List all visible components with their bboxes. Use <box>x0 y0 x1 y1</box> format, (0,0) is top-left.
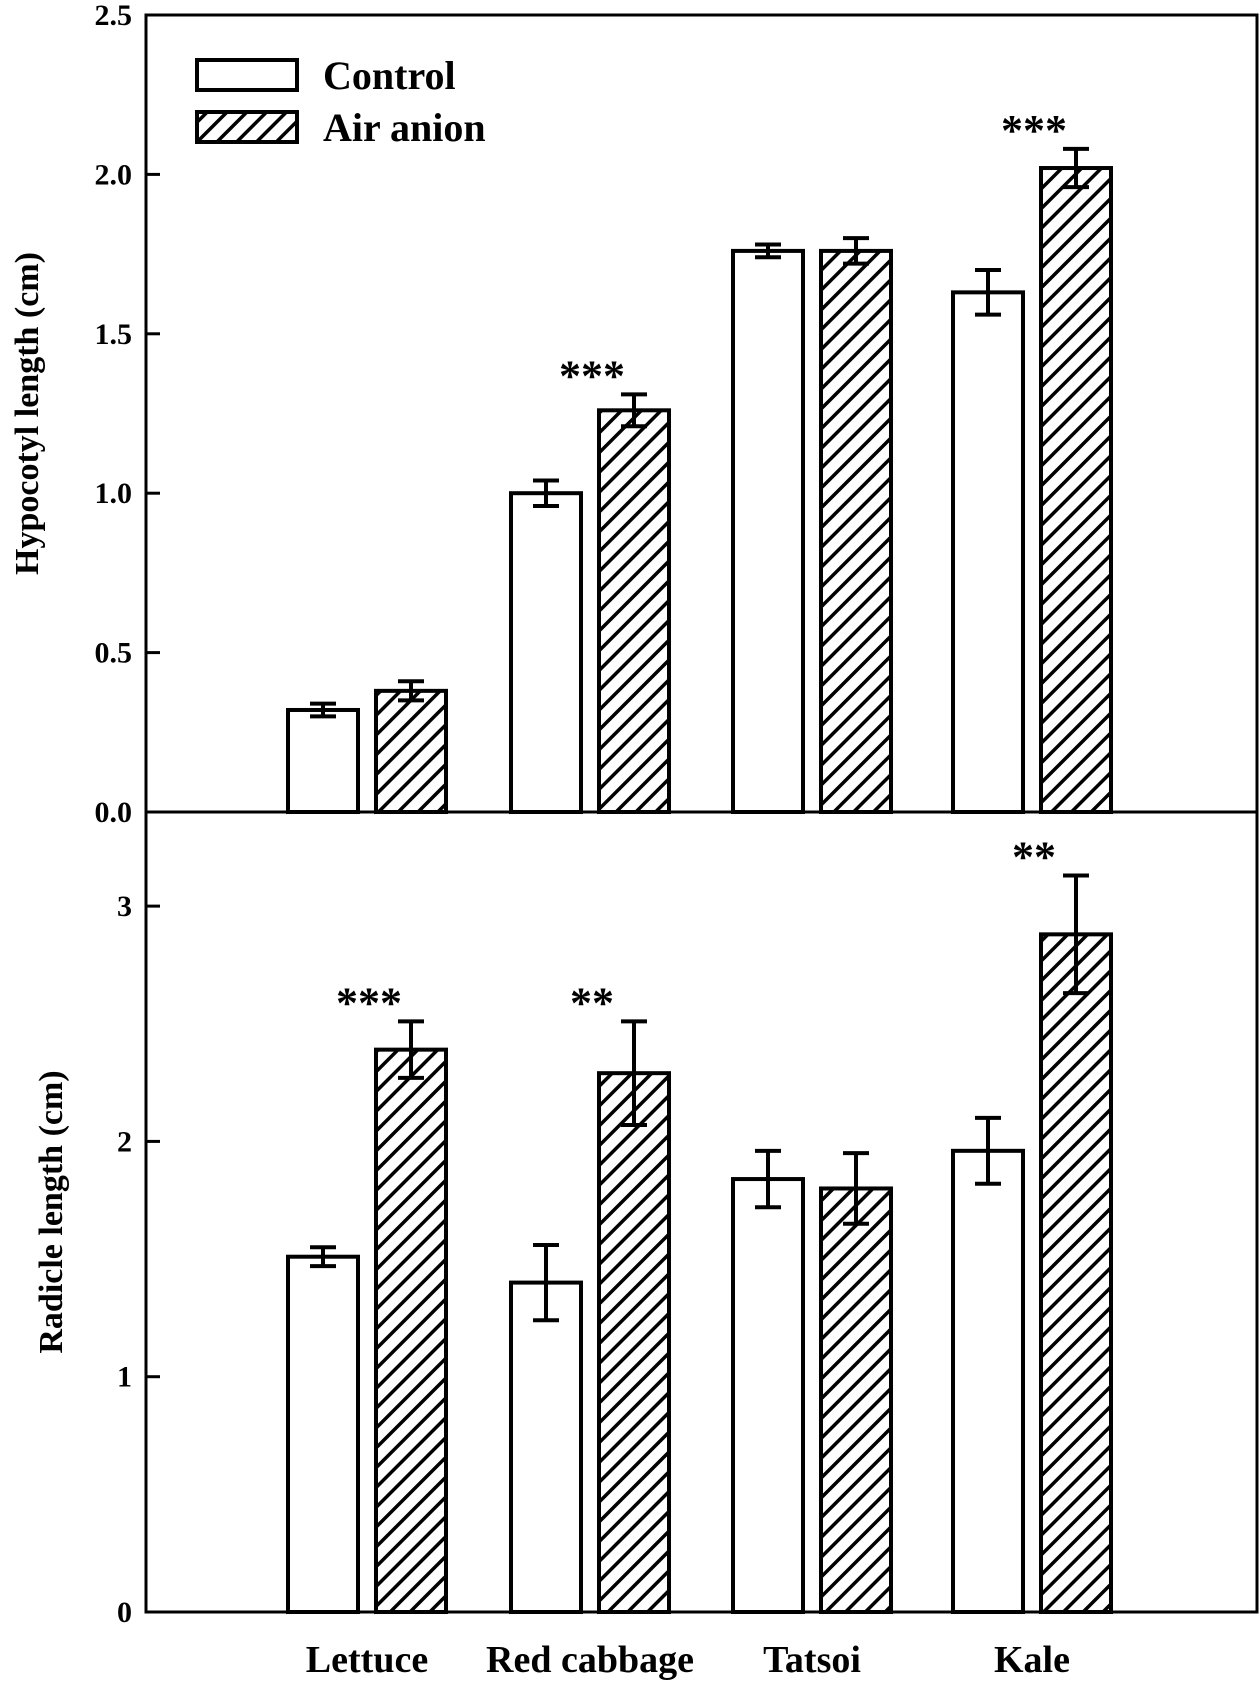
y-axis-title: Radicle length (cm) <box>33 1070 70 1353</box>
legend-label-control: Control <box>323 53 456 98</box>
control-bar-tatsoi <box>731 248 805 815</box>
panel-frame-2 <box>144 810 1259 1614</box>
control-bar-kale <box>951 290 1025 814</box>
legend-swatch-control <box>195 58 299 92</box>
control-bar-kale <box>951 1148 1025 1614</box>
y-tick-label: 1.5 <box>95 318 133 351</box>
air-anion-bar-tatsoi <box>819 248 893 815</box>
y-tick-label: 0.0 <box>95 796 133 829</box>
significance-marker: *** <box>1001 106 1067 155</box>
air-anion-bar-lettuce <box>374 688 448 815</box>
y-tick-label: 1.0 <box>95 477 133 510</box>
air-anion-bar-lettuce <box>374 1047 448 1615</box>
y-tick-label: 3 <box>117 890 132 923</box>
legend-swatch-air-anion <box>195 110 299 144</box>
air-anion-bar-red-cabbage <box>597 1071 671 1615</box>
control-bar-red-cabbage <box>509 1280 583 1615</box>
x-category-label: Lettuce <box>306 1639 428 1681</box>
control-bar-lettuce <box>286 707 360 815</box>
y-tick-label: 0 <box>117 1596 132 1629</box>
y-tick-label: 0.5 <box>95 637 133 670</box>
significance-marker: *** <box>559 351 625 400</box>
significance-marker: ** <box>570 978 614 1027</box>
x-category-label: Tatsoi <box>763 1639 861 1681</box>
y-tick-label: 2.0 <box>95 158 133 191</box>
legend-label-air-anion: Air anion <box>323 105 486 150</box>
y-tick-label: 2 <box>117 1125 132 1158</box>
plot-area: 0.0 0.5 1.0 1.5 2.0 2.5 Hypocotyl length (cm) *… <box>9 0 1259 1681</box>
x-category-label: Red cabbage <box>486 1639 694 1681</box>
air-anion-bar-tatsoi <box>819 1186 893 1614</box>
control-bar-tatsoi <box>731 1177 805 1614</box>
significance-marker: *** <box>336 978 402 1027</box>
air-anion-bar-kale <box>1039 932 1113 1614</box>
y-axis-title: Hypocotyl length (cm) <box>9 252 46 575</box>
air-anion-bar-kale <box>1039 166 1113 815</box>
significance-marker: ** <box>1012 833 1056 882</box>
control-bar-lettuce <box>286 1254 360 1615</box>
y-tick-label: 1 <box>117 1361 132 1394</box>
x-category-label: Kale <box>994 1639 1070 1681</box>
control-bar-red-cabbage <box>509 491 583 814</box>
air-anion-bar-red-cabbage <box>597 408 671 814</box>
y-tick-label: 2.5 <box>95 0 133 32</box>
